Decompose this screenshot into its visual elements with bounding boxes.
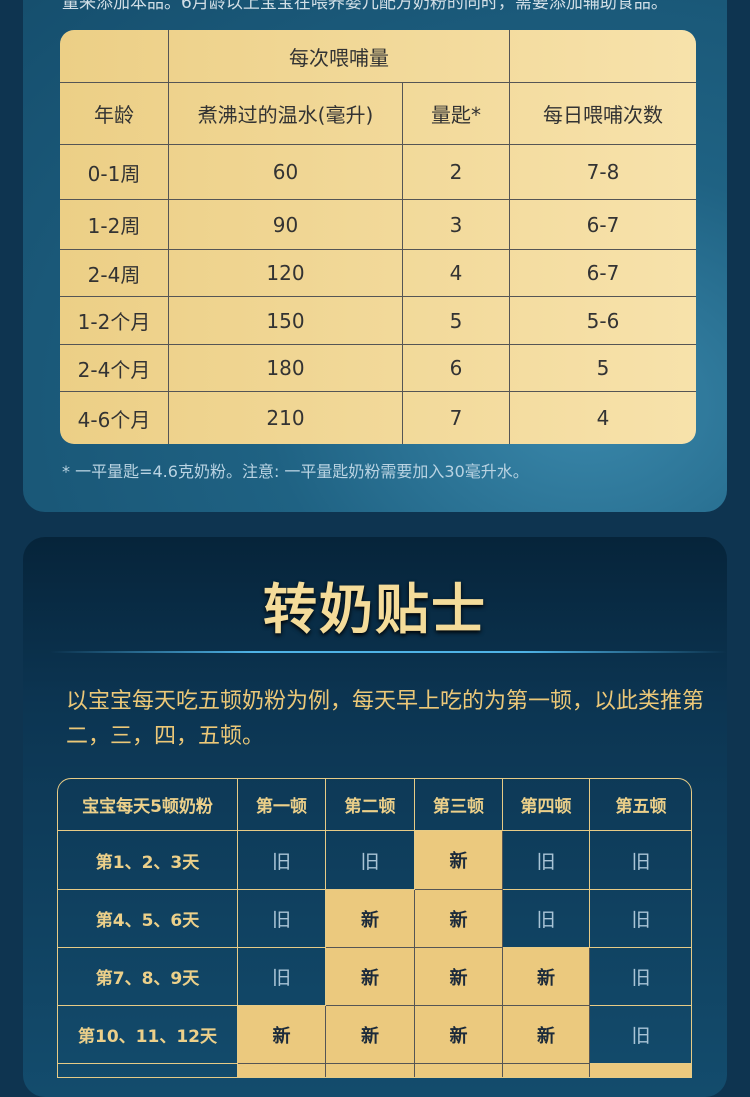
column-header: 量匙* [403,83,510,145]
column-header: 第一顿 [238,779,326,831]
table-cell: 90 [169,200,403,250]
table-cell: 0-1周 [60,145,169,200]
table-cell: 2-4周 [60,250,169,297]
column-header: 每日喂哺次数 [510,83,696,145]
header-blank [60,30,169,83]
meal-cell: 旧 [503,831,590,890]
column-header: 年龄 [60,83,169,145]
meal-cell: 旧 [238,831,326,890]
meal-cell: 旧 [238,948,326,1006]
table-cell [415,1064,503,1077]
meal-cell: 旧 [326,831,415,890]
table-cell: 5-6 [510,297,696,345]
table-cell [58,1064,238,1077]
footnote: * 一平量匙=4.6克奶粉。注意: 一平量匙奶粉需要加入30毫升水。 [62,462,529,481]
table-cell: 2-4个月 [60,345,169,392]
meal-cell: 新 [503,1006,590,1064]
table-cell: 120 [169,250,403,297]
row-label: 第7、8、9天 [58,948,238,1006]
tips-title: 转奶贴士 [263,578,487,641]
table-cell: 7 [403,392,510,444]
table-cell [326,1064,415,1077]
meal-cell: 旧 [503,890,590,948]
feeding-table: 每次喂哺量 年龄 煮沸过的温水(毫升) 量匙* 每日喂哺次数 0-1周 60 2 7-8 1-2… [60,30,696,444]
table-cell: 4 [596,406,610,430]
table-cell: 4-6个月 [60,392,169,444]
column-header: 第三顿 [415,779,503,831]
row-label: 第10、11、12天 [58,1006,238,1064]
divider [50,651,727,653]
meal-cell: 新 [415,890,503,948]
table-cell: 7-8 [510,145,696,200]
group-header: 每次喂哺量 [169,30,510,83]
column-header: 第二顿 [326,779,415,831]
meal-cell: 旧 [590,948,691,1006]
table-cell: 210 [169,392,403,444]
column-header: 煮沸过的温水(毫升) [169,83,403,145]
table-cell: 6-7 [510,250,696,297]
table-cell: 2 [403,145,510,200]
row-label: 第1、2、3天 [58,831,238,890]
column-header: 第四顿 [503,779,590,831]
table-cell: 5 [510,345,696,392]
table-cell: 4 [403,250,510,297]
table-cell [503,1064,590,1077]
intro-text: 量来添加本品。6月龄以上宝宝在喂养婴儿配方奶粉的同时，需要添加辅助食品。 [62,0,668,13]
meal-cell: 旧 [590,831,691,890]
table-cell: 5 [403,297,510,345]
table-cell [238,1064,326,1077]
tips-paragraph: 以宝宝每天吃五顿奶粉为例，每天早上吃的为第一顿，以此类推第二，三，四，五顿。 [66,689,705,749]
table-cell: 1-2周 [60,200,169,250]
meal-cell: 新 [415,948,503,1006]
table-cell: 150 [169,297,403,345]
transition-table: 宝宝每天5顿奶粉 第一顿 第二顿 第三顿 第四顿 第五顿 第1、2、3天旧旧新旧旧第4、5、… [57,778,692,1078]
meal-cell: 新 [415,1006,503,1064]
table-cell: 180 [169,345,403,392]
meal-cell: 新 [326,1006,415,1064]
table-cell: 6-7 [510,200,696,250]
column-header: 第五顿 [590,779,691,831]
meal-cell: 新 [503,948,590,1006]
meal-cell: 旧 [238,890,326,948]
row-label: 第4、5、6天 [58,890,238,948]
meal-cell: 新 [326,890,415,948]
meal-cell: 新 [326,948,415,1006]
table-cell: 6 [403,345,510,392]
meal-cell: 旧 [590,890,691,948]
meal-cell: 新 [415,831,503,890]
column-header: 宝宝每天5顿奶粉 [58,779,238,831]
table-cell: 60 [169,145,403,200]
meal-cell: 新 [238,1006,326,1064]
header-blank [510,30,696,83]
meal-cell: 旧 [590,1006,691,1064]
table-cell [590,1064,691,1077]
table-cell: 3 [403,200,510,250]
table-cell: 1-2个月 [60,297,169,345]
